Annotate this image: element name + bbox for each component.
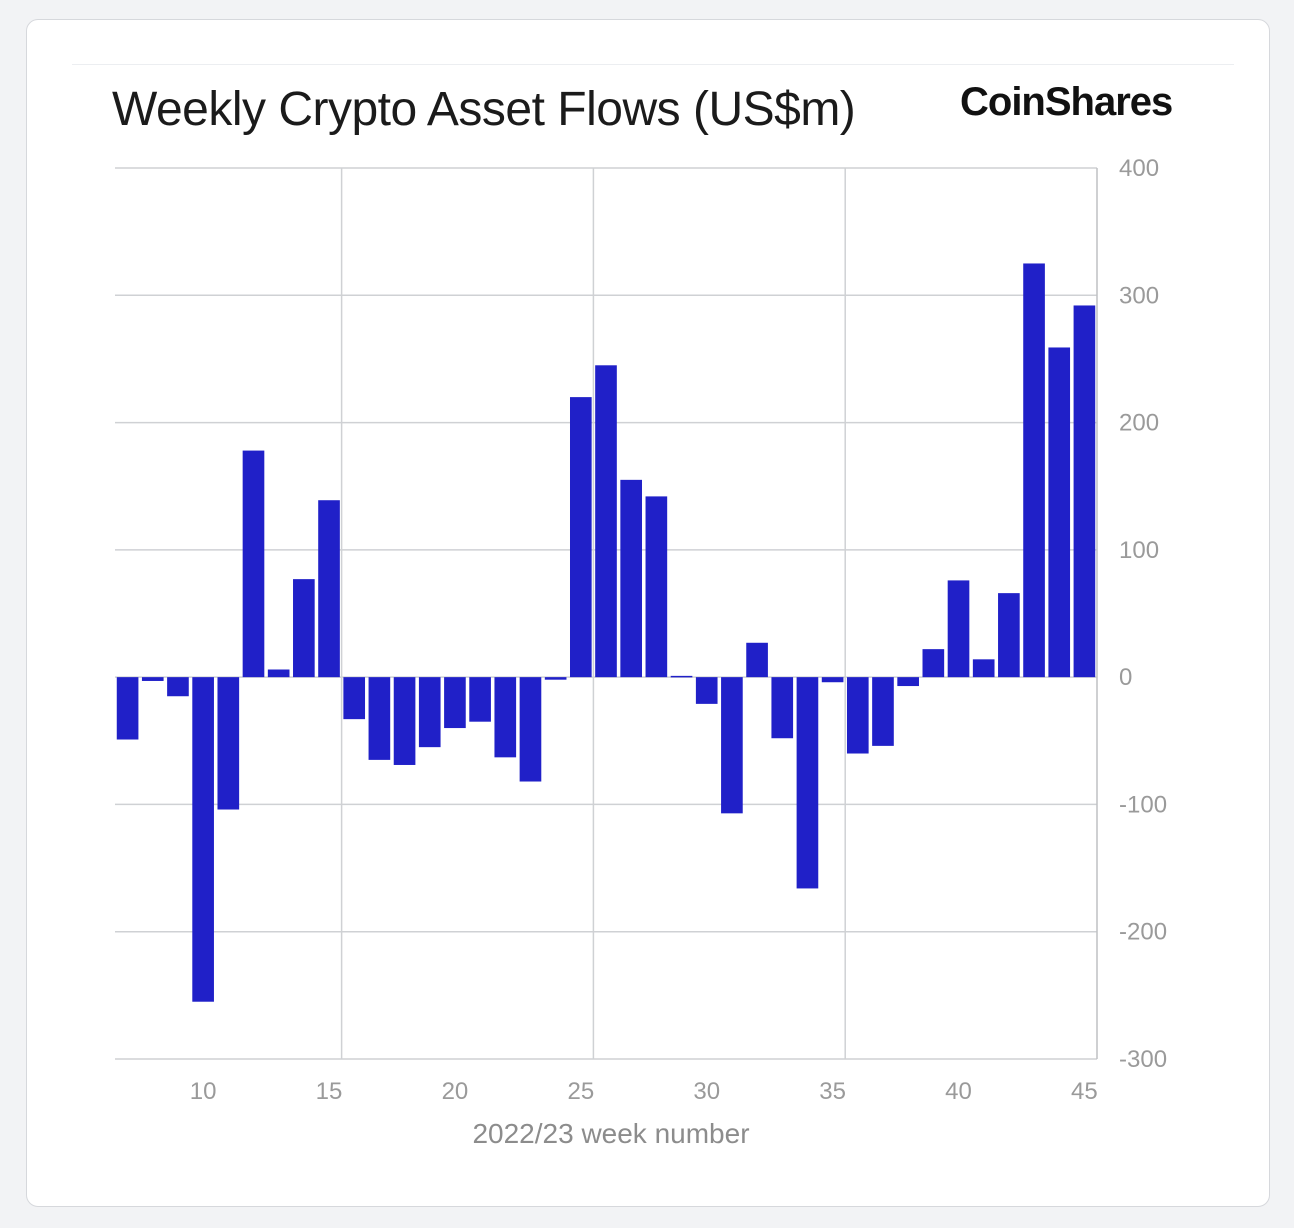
y-tick-label: -200	[1119, 919, 1167, 946]
bar-week-12	[242, 450, 265, 678]
y-tick-label: 0	[1119, 664, 1132, 691]
bar-week-42	[998, 593, 1020, 678]
bar-week-24	[544, 677, 567, 680]
bar-week-30	[695, 677, 718, 704]
bar-week-39	[922, 649, 945, 678]
bar-week-7	[116, 677, 139, 740]
bar-week-17	[368, 677, 391, 760]
bar-week-11	[217, 677, 240, 810]
bar-week-16	[343, 677, 366, 720]
bar-week-44	[1048, 347, 1071, 678]
bar-week-32	[746, 642, 768, 678]
x-tick-label: 25	[567, 1078, 594, 1105]
bar-week-23	[519, 677, 542, 782]
x-tick-label: 10	[190, 1078, 217, 1105]
x-tick-label: 15	[316, 1078, 343, 1105]
bar-week-28	[645, 496, 668, 678]
bar-week-9	[167, 677, 189, 697]
bar-week-14	[293, 579, 315, 678]
bar-week-10	[192, 677, 214, 1002]
y-tick-label: 100	[1119, 537, 1159, 564]
x-tick-label: 20	[442, 1078, 469, 1105]
bar-week-27	[620, 479, 643, 678]
x-tick-label: 35	[819, 1078, 846, 1105]
x-axis-title: 2022/23 week number	[472, 1118, 749, 1149]
bar-week-21	[469, 677, 491, 722]
top-divider	[72, 64, 1234, 65]
bar-week-45	[1073, 305, 1096, 678]
bar-week-40	[947, 580, 970, 678]
x-tick-label: 45	[1071, 1078, 1098, 1105]
x-tick-label: 40	[945, 1078, 972, 1105]
bar-week-13	[267, 669, 290, 678]
bar-week-35	[821, 677, 844, 683]
bar-week-25	[569, 397, 592, 678]
chart-title: Weekly Crypto Asset Flows (US$m)	[112, 83, 856, 136]
y-tick-label: -300	[1119, 1046, 1167, 1073]
bar-week-18	[393, 677, 416, 765]
bar-week-41	[972, 659, 995, 678]
bar-week-22	[494, 677, 517, 758]
bar-week-8	[141, 677, 164, 681]
bar-week-43	[1023, 263, 1045, 678]
bar-week-15	[318, 500, 340, 678]
brand-logo: CoinShares	[960, 80, 1173, 124]
bar-week-38	[897, 677, 919, 687]
bar-week-31	[721, 677, 743, 814]
bar-week-29	[670, 675, 693, 678]
y-tick-label: 300	[1119, 282, 1159, 309]
bar-week-36	[846, 677, 869, 754]
y-tick-label: 400	[1119, 155, 1159, 182]
bar-week-34	[796, 677, 819, 889]
y-tick-label: -100	[1119, 791, 1167, 818]
bar-week-26	[595, 365, 617, 678]
y-tick-label: 200	[1119, 410, 1159, 437]
bar-week-19	[418, 677, 441, 748]
x-tick-label: 30	[693, 1078, 720, 1105]
bar-week-33	[771, 677, 794, 739]
bar-week-37	[872, 677, 894, 746]
bar-week-20	[444, 677, 466, 729]
